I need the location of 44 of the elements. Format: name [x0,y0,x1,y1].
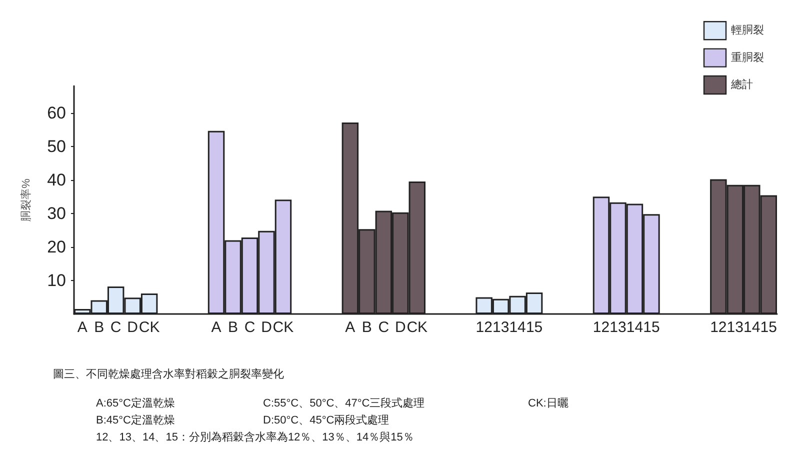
x-tick-label: A [77,319,88,336]
x-tick-label: B [362,319,372,336]
y-tick-label: 50 [47,136,66,156]
x-tick-label: 14 [744,319,760,336]
x-tick-label: 12 [710,319,727,336]
x-tick-label: A [211,319,222,336]
y-tick-label: 40 [47,170,66,190]
x-tick-label: 14 [509,319,526,336]
text: A:65°C定溫乾燥 [96,396,175,410]
x-tick-label: D [394,319,406,336]
x-tick-label: CK [138,319,160,336]
y-axis-title: 胴裂率% [20,178,32,222]
x-tick-label: B [228,319,238,336]
x-tick-label: 13 [726,319,744,336]
text: C:55°C、50°C、47°C三段式處理 [263,396,425,410]
x-tick-label: 15 [526,319,543,336]
x-tick-label: 13 [610,319,626,336]
x-tick-label: 12 [476,319,492,336]
text: B:45°C定溫乾燥 [96,414,175,426]
legend-label: 重胴裂 [731,50,764,64]
x-tick-label: 15 [760,319,777,336]
x-tick-label: B [94,319,104,336]
text: D:50°C、45°C兩段式處理 [263,414,390,426]
x-tick-label: A [345,319,356,336]
x-tick-label: CK [272,319,294,336]
legend-label: 輕胴裂 [731,24,764,37]
y-tick-label: 20 [47,237,66,256]
x-tick-label: 12 [592,319,610,336]
text: 圖三、不同乾燥處理含水率對稻穀之胴裂率變化 [53,368,284,380]
x-tick-label: 15 [643,319,660,336]
x-tick-label: 14 [626,319,644,336]
text: 12、13、14、15：分別為稻穀含水率為12％、13％、14％與15％ [96,430,414,444]
text: CK:日曬 [528,396,568,410]
y-tick-label: 30 [47,204,66,223]
y-tick-label: 60 [47,103,66,122]
x-tick-label: C [378,319,390,336]
x-tick-label: C [110,319,122,336]
y-tick-label: 10 [47,270,66,290]
x-tick-label: C [244,319,256,336]
x-tick-label: CK [406,319,428,336]
x-tick-label: D [261,319,272,336]
legend-label: 總計 [730,78,753,91]
x-tick-label: D [127,319,138,336]
x-tick-label: 13 [492,319,510,336]
